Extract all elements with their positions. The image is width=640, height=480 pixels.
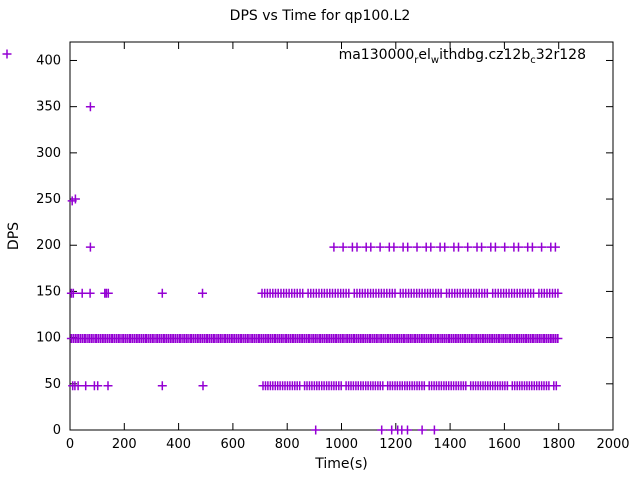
svg-text:250: 250 <box>36 192 61 207</box>
plot-frame <box>69 41 614 431</box>
svg-text:2000: 2000 <box>596 437 629 452</box>
svg-text:1800: 1800 <box>542 437 575 452</box>
svg-text:1600: 1600 <box>488 437 521 452</box>
svg-text:800: 800 <box>275 437 300 452</box>
plus-marker-icon <box>2 49 12 59</box>
chart-title: DPS vs Time for qp100.L2 <box>229 8 411 24</box>
svg-text:600: 600 <box>220 437 245 452</box>
x-axis-label: Time(s) <box>315 456 368 472</box>
axis-tick-labels: 0 200 400 600 800 1000 1200 1400 1600 1800 2000 0 50… <box>36 53 629 452</box>
svg-text:1400: 1400 <box>434 437 467 452</box>
svg-text:150: 150 <box>36 284 61 299</box>
svg-text:0: 0 <box>53 423 61 438</box>
svg-text:1200: 1200 <box>379 437 412 452</box>
svg-text:350: 350 <box>36 100 61 115</box>
axis-ticks <box>69 42 614 431</box>
scatter-points <box>66 102 563 435</box>
svg-text:50: 50 <box>44 377 61 392</box>
legend-series-label: ma130000relwithdbg.cz12bc32r128 <box>338 47 586 66</box>
svg-text:400: 400 <box>36 53 61 68</box>
svg-text:0: 0 <box>66 437 74 452</box>
svg-text:200: 200 <box>36 238 61 253</box>
legend: ma130000relwithdbg.cz12bc32r128 <box>0 47 586 66</box>
svg-text:100: 100 <box>36 331 61 346</box>
svg-text:200: 200 <box>112 437 137 452</box>
svg-text:300: 300 <box>36 146 61 161</box>
svg-text:400: 400 <box>166 437 191 452</box>
svg-text:1000: 1000 <box>325 437 358 452</box>
